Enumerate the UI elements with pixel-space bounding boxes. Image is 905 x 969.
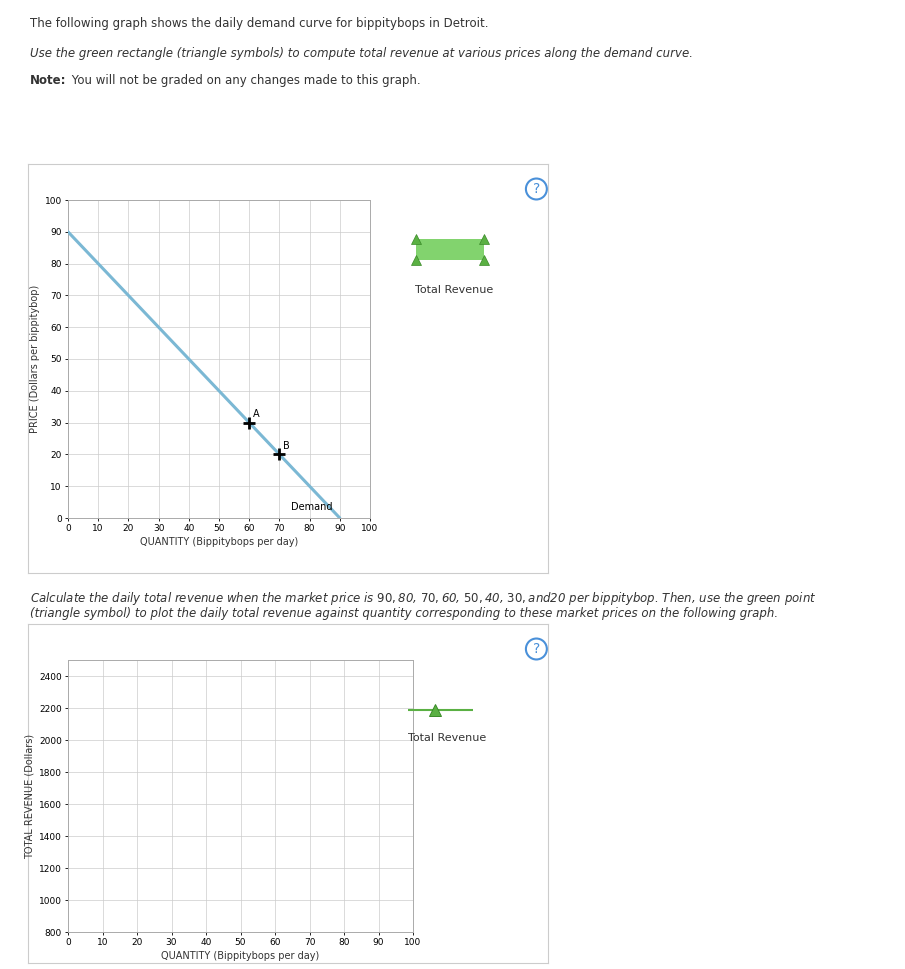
Text: Total Revenue: Total Revenue (415, 285, 493, 295)
Text: B: B (283, 441, 290, 451)
Text: Demand: Demand (291, 502, 333, 512)
Text: (triangle symbol) to plot the daily total revenue against quantity corresponding: (triangle symbol) to plot the daily tota… (30, 607, 778, 620)
Bar (416, 238, 483, 260)
Text: You will not be graded on any changes made to this graph.: You will not be graded on any changes ma… (68, 74, 421, 86)
Text: Total Revenue: Total Revenue (408, 733, 486, 743)
Y-axis label: PRICE (Dollars per bippitybop): PRICE (Dollars per bippitybop) (31, 285, 41, 433)
Text: Note:: Note: (30, 74, 66, 86)
Text: The following graph shows the daily demand curve for bippitybops in Detroit.: The following graph shows the daily dema… (30, 17, 489, 30)
Text: Use the green rectangle (triangle symbols) to compute total revenue at various p: Use the green rectangle (triangle symbol… (30, 47, 693, 59)
Text: ?: ? (533, 642, 540, 656)
Text: ?: ? (533, 182, 540, 196)
Y-axis label: TOTAL REVENUE (Dollars): TOTAL REVENUE (Dollars) (24, 734, 34, 859)
Text: Calculate the daily total revenue when the market price is $90, $80, $70, $60, $: Calculate the daily total revenue when t… (30, 590, 816, 607)
X-axis label: QUANTITY (Bippitybops per day): QUANTITY (Bippitybops per day) (140, 538, 298, 547)
X-axis label: QUANTITY (Bippitybops per day): QUANTITY (Bippitybops per day) (161, 952, 319, 961)
Text: A: A (252, 409, 260, 419)
